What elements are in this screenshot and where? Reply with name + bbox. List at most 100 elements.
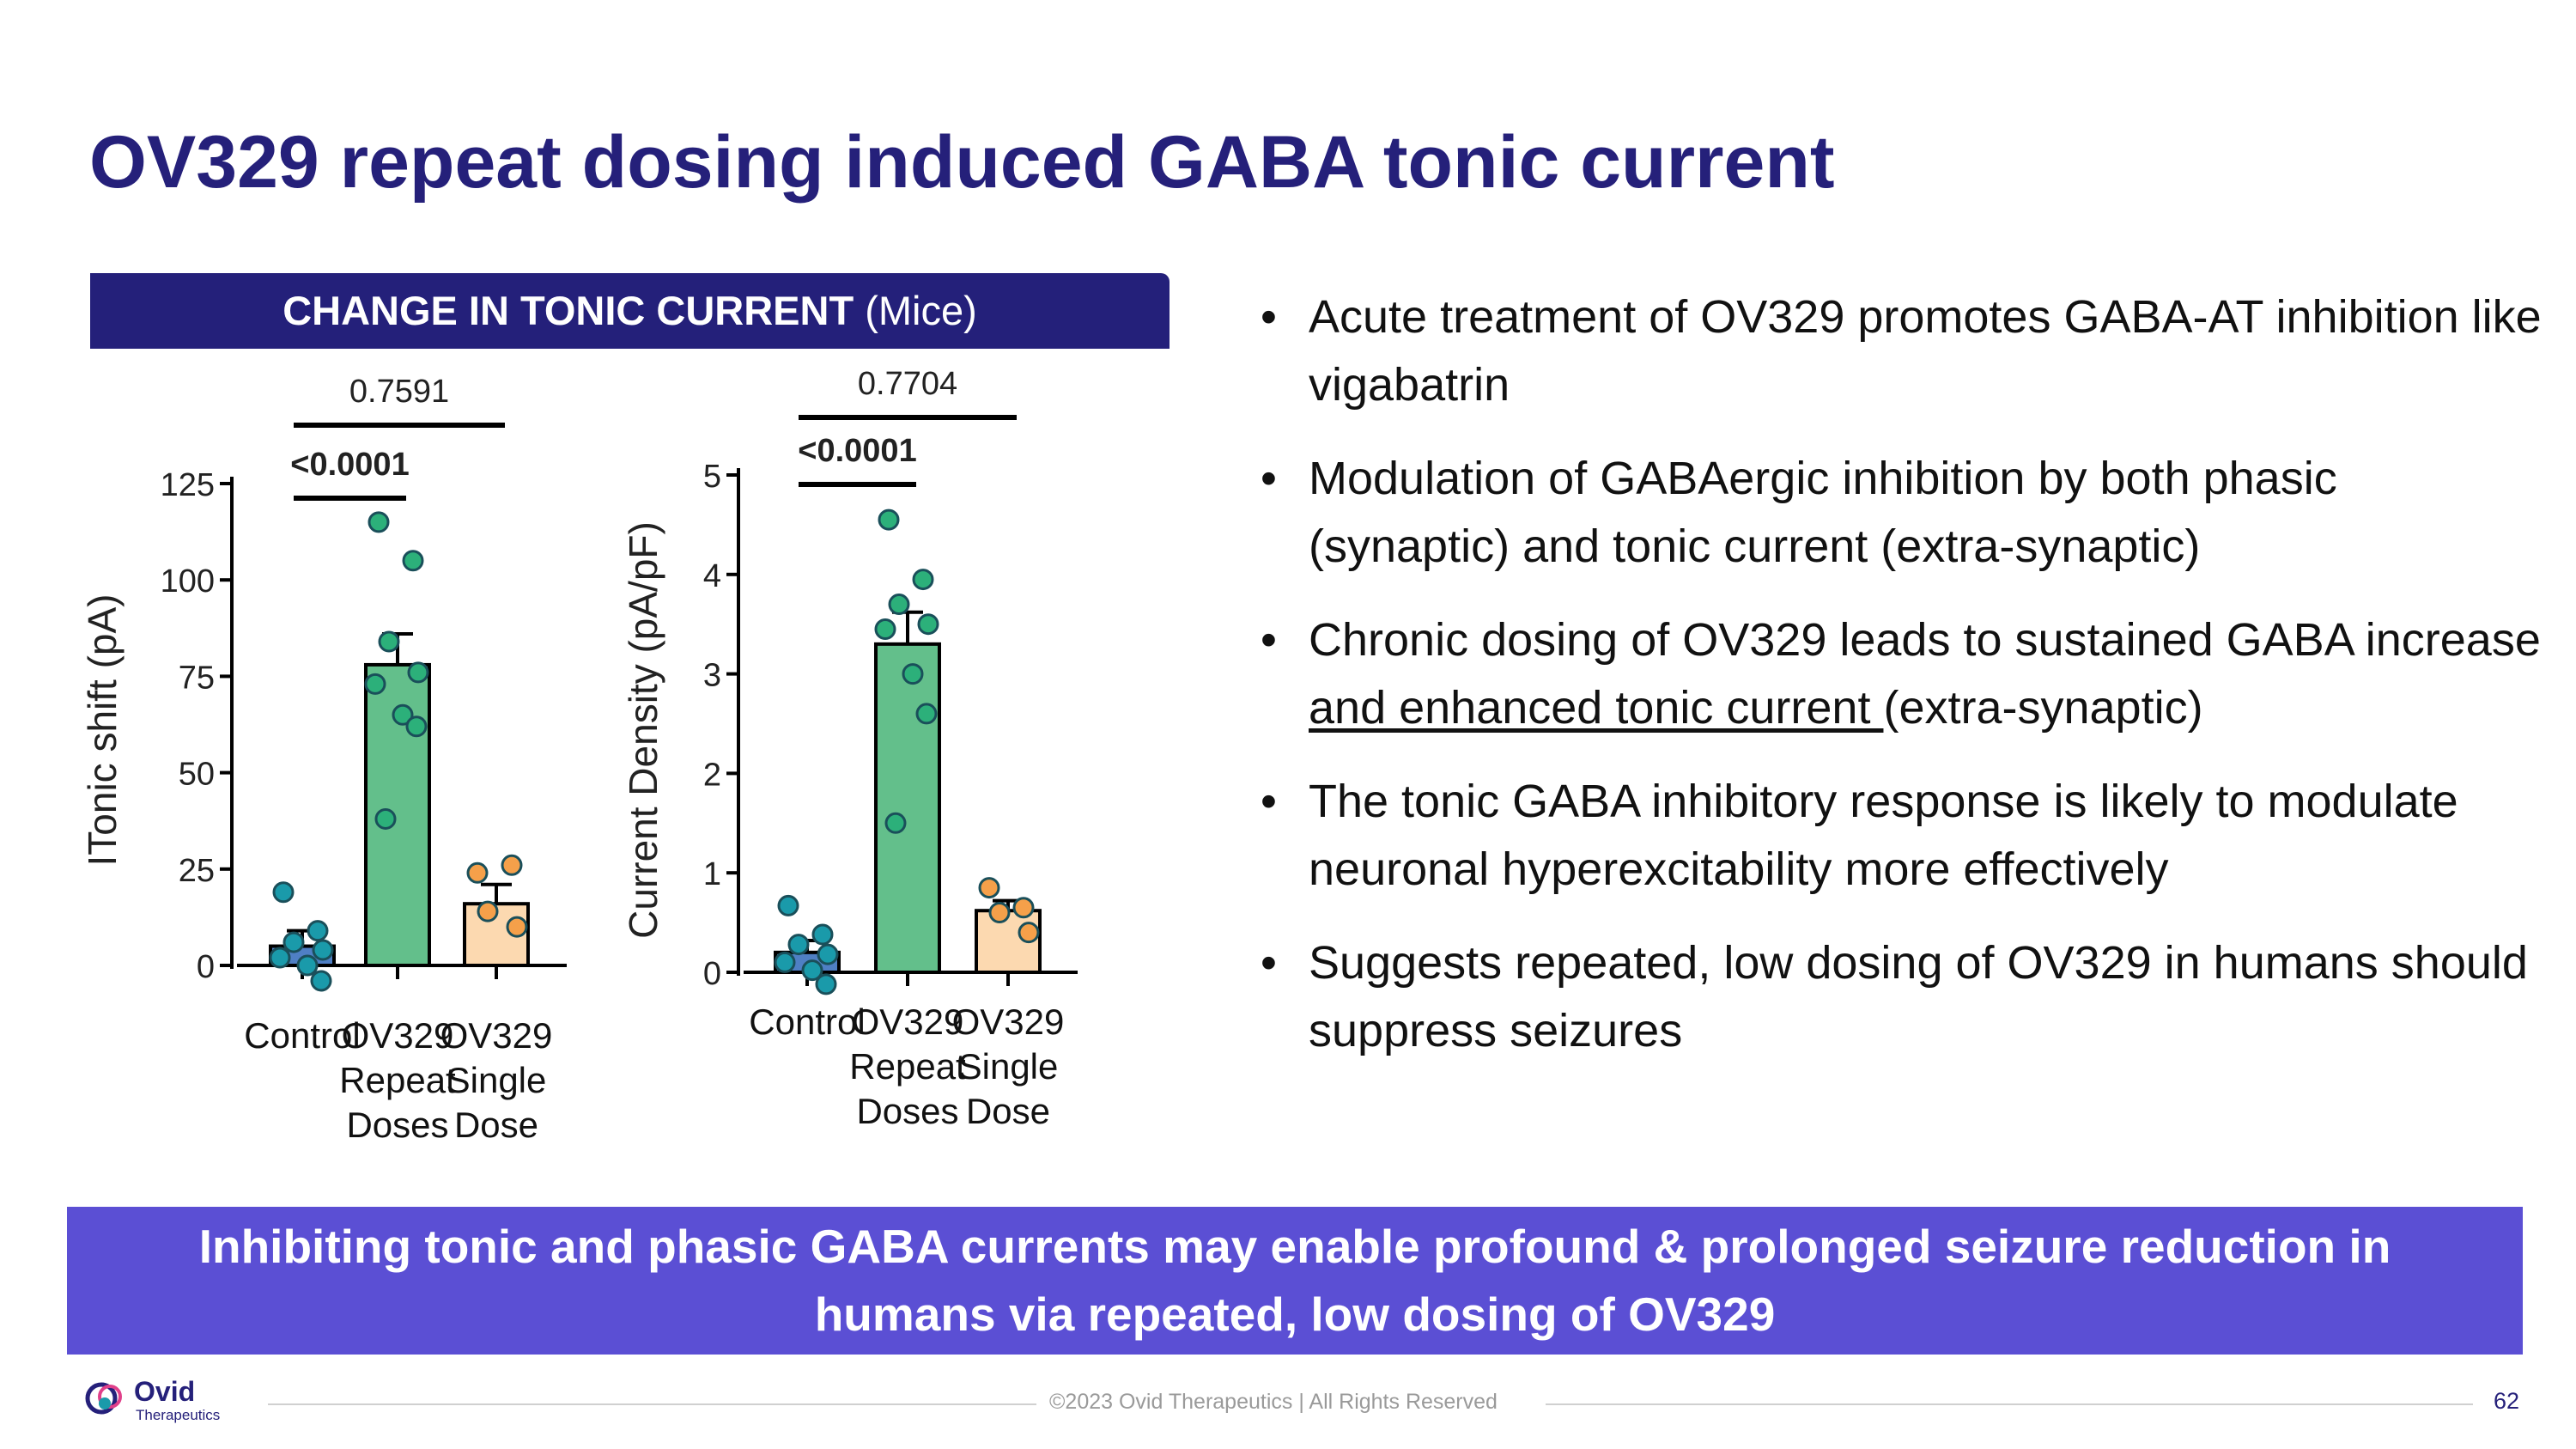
conclusion-banner: Inhibiting tonic and phasic GABA current… <box>67 1207 2523 1355</box>
data-point <box>817 943 839 965</box>
data-point <box>310 970 332 992</box>
data-point <box>307 920 329 942</box>
data-point <box>874 618 896 640</box>
bullet-item: • The tonic GABA inhibitory response is … <box>1254 768 2542 904</box>
bullet-dot: • <box>1261 291 1277 343</box>
bullet-text: Modulation of GABAergic inhibition by bo… <box>1309 453 2337 572</box>
bullet-dot: • <box>1261 937 1277 989</box>
data-point <box>774 951 796 973</box>
bullet-item: • Acute treatment of OV329 promotes GABA… <box>1254 283 2542 419</box>
footer-copyright: ©2023 Ovid Therapeutics | All Rights Res… <box>1049 1390 1498 1414</box>
x-category-label: Single <box>958 1046 1059 1087</box>
y-tick-label: 0 <box>197 949 215 985</box>
bullet-item: • Chronic dosing of OV329 leads to susta… <box>1254 606 2542 742</box>
x-category-label: Repeat <box>849 1046 966 1087</box>
data-point <box>1012 897 1035 919</box>
data-point <box>988 902 1011 924</box>
y-tick-label: 100 <box>161 563 215 600</box>
chart-header: CHANGE IN TONIC CURRENT (Mice) <box>90 273 1170 349</box>
data-point <box>501 854 523 876</box>
banner-line-2: humans via repeated, low dosing of OV329 <box>814 1288 1776 1341</box>
x-category-label: OV329 <box>852 1002 964 1042</box>
chart-header-sub: (Mice) <box>865 288 977 333</box>
bullet-dot: • <box>1261 776 1277 827</box>
bullet-text: Chronic dosing of OV329 leads to sustain… <box>1309 614 2541 666</box>
data-point <box>801 959 823 982</box>
ovid-logo-icon <box>85 1382 122 1415</box>
data-point <box>312 939 334 961</box>
bullet-dot: • <box>1261 453 1277 504</box>
p-value-label: <0.0001 <box>798 433 916 469</box>
data-point <box>407 661 429 684</box>
bar <box>874 642 941 974</box>
data-point <box>374 807 397 830</box>
bullet-dot: • <box>1261 614 1277 666</box>
data-point <box>368 511 390 533</box>
p-value-label: <0.0001 <box>290 447 409 483</box>
slide-title: OV329 repeat dosing induced GABA tonic c… <box>89 121 1835 204</box>
y-tick-label: 25 <box>179 853 215 889</box>
y-tick-label: 2 <box>703 757 721 793</box>
data-point <box>888 594 910 616</box>
data-point <box>815 973 837 995</box>
chart-header-bold: CHANGE IN TONIC CURRENT <box>283 288 854 333</box>
logo-subtitle: Therapeutics <box>136 1407 221 1423</box>
bullet-underlined-text: and enhanced tonic current <box>1309 682 1884 734</box>
x-category-label: Dose <box>966 1091 1050 1131</box>
x-category-label: OV329 <box>952 1002 1065 1042</box>
bullet-item: • Modulation of GABAergic inhibition by … <box>1254 445 2542 581</box>
data-point <box>364 673 386 695</box>
data-point <box>912 569 934 591</box>
bullet-text: Suggests repeated, low dosing of OV329 i… <box>1309 937 2528 1056</box>
p-value-label: 0.7704 <box>858 366 957 402</box>
y-tick-label: 5 <box>703 459 721 495</box>
y-tick-label: 125 <box>161 467 215 503</box>
y-tick-label: 3 <box>703 658 721 694</box>
bullet-text-after: (extra-synaptic) <box>1883 682 2203 734</box>
data-point <box>269 947 291 969</box>
data-point <box>283 931 305 953</box>
data-point <box>1018 922 1040 944</box>
page-number: 62 <box>2494 1388 2520 1414</box>
data-point <box>902 663 924 685</box>
data-point <box>884 812 907 834</box>
x-category-label: Doses <box>856 1091 958 1131</box>
x-category-label: Doses <box>346 1105 448 1145</box>
y-tick-label: 0 <box>703 956 721 992</box>
y-tick-label: 75 <box>179 660 215 696</box>
data-point <box>811 923 834 946</box>
y-axis-label: ITonic shift (pA) <box>80 594 125 867</box>
logo-name: Ovid <box>134 1376 196 1407</box>
x-category-label: OV329 <box>440 1015 553 1056</box>
y-tick-label: 50 <box>179 757 215 793</box>
data-point <box>777 894 799 916</box>
data-point <box>506 916 528 938</box>
x-category-label: Control <box>244 1015 360 1056</box>
data-point <box>272 881 295 904</box>
banner-line-1: Inhibiting tonic and phasic GABA current… <box>198 1220 2391 1273</box>
data-point <box>477 900 499 922</box>
p-value-label: 0.7591 <box>349 374 449 410</box>
data-point <box>917 613 939 636</box>
y-tick-label: 1 <box>703 856 721 892</box>
x-category-label: Dose <box>454 1105 538 1145</box>
data-point <box>466 861 489 884</box>
footer-divider-left <box>268 1403 1036 1405</box>
footer-divider-right <box>1546 1403 2473 1405</box>
y-axis-label: Current Density (pA/pF) <box>621 521 665 939</box>
x-category-label: OV329 <box>342 1015 454 1056</box>
data-point <box>787 934 810 956</box>
bullet-text: The tonic GABA inhibitory response is li… <box>1309 776 2458 895</box>
x-category-label: Single <box>447 1060 547 1100</box>
bullet-list: • Acute treatment of OV329 promotes GABA… <box>1254 283 2542 1091</box>
bullet-text: Acute treatment of OV329 promotes GABA-A… <box>1309 291 2542 411</box>
bullet-item: • Suggests repeated, low dosing of OV329… <box>1254 929 2542 1065</box>
y-tick-label: 4 <box>703 558 721 594</box>
data-point <box>392 703 414 726</box>
data-point <box>978 877 1000 899</box>
data-point <box>378 630 400 653</box>
data-point <box>878 508 900 531</box>
